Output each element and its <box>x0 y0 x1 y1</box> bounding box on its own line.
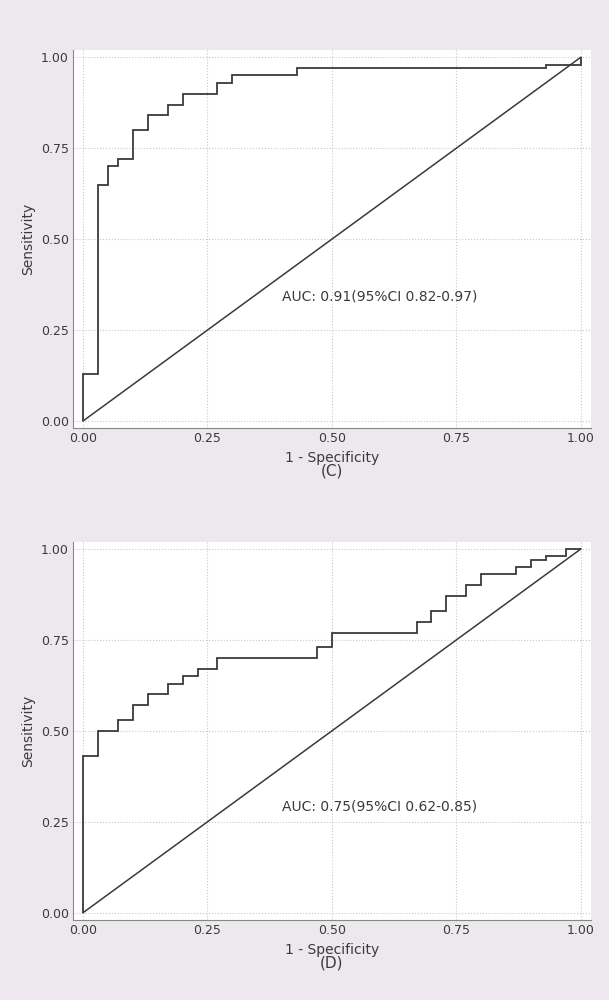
Text: (D): (D) <box>320 955 343 970</box>
X-axis label: 1 - Specificity: 1 - Specificity <box>285 943 379 957</box>
Text: AUC: 0.75(95%CI 0.62-0.85): AUC: 0.75(95%CI 0.62-0.85) <box>282 800 477 814</box>
Y-axis label: Sensitivity: Sensitivity <box>21 203 35 275</box>
Text: AUC: 0.91(95%CI 0.82-0.97): AUC: 0.91(95%CI 0.82-0.97) <box>282 290 477 304</box>
Y-axis label: Sensitivity: Sensitivity <box>21 695 35 767</box>
X-axis label: 1 - Specificity: 1 - Specificity <box>285 451 379 465</box>
Text: (C): (C) <box>321 463 343 478</box>
